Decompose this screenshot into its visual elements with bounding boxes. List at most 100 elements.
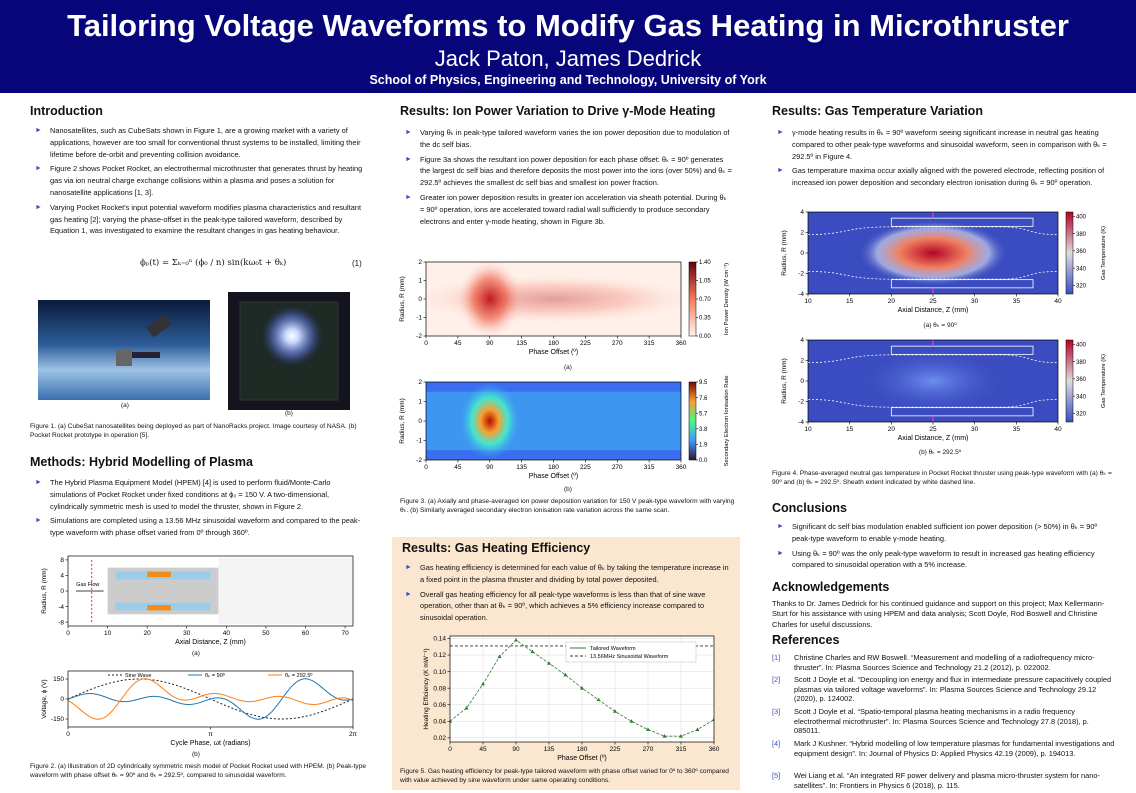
acknowledgements-text: Thanks to Dr. James Dedrick for his cont… (772, 599, 1105, 629)
electrode (890, 345, 1034, 355)
data-point (481, 681, 485, 686)
colorbar-tick-label: 340 (1076, 266, 1087, 272)
section-heading: References (772, 633, 840, 647)
reference-text: Scott J Doyle et al. “Spatio-temporal pl… (794, 707, 1089, 736)
x-tick-label: 180 (577, 746, 588, 753)
reference-text: Scott J Doyle et al. “Decoupling ion ene… (794, 675, 1112, 704)
colorbar (1065, 339, 1074, 423)
x-tick-label: 315 (644, 340, 655, 347)
x-tick-label: 2π (349, 731, 358, 738)
x-tick-label: 50 (262, 630, 270, 637)
x-tick-label: 45 (454, 464, 462, 471)
colorbar-tick-label: 380 (1076, 360, 1087, 366)
y-tick-label: 8 (60, 557, 64, 564)
y-tick-label: 2 (418, 259, 422, 266)
y-tick-label: 4 (800, 337, 804, 344)
reference-number: [2] (772, 675, 781, 684)
bullet-list: Nanosatellites, such as CubeSats shown i… (28, 125, 368, 240)
bullet: Overall gas heating efficiency for all p… (398, 589, 733, 624)
y-tick-label: -4 (798, 291, 804, 298)
y-axis-label: Radius, R (mm) (41, 568, 48, 614)
x-tick-label: 90 (486, 340, 494, 347)
solar-panel (132, 352, 160, 358)
plot-area (68, 556, 353, 626)
x-tick-label: 20 (888, 298, 896, 305)
y-tick-label: 0.12 (433, 652, 446, 659)
y-tick-label: -2 (798, 399, 804, 406)
electrode (890, 407, 1034, 417)
figure-caption: Figure 1. (a) CubeSat nanosatellites bei… (30, 423, 357, 439)
legend-entry: θₖ = 292.5º (285, 672, 312, 679)
x-tick-label: 270 (643, 746, 654, 753)
legend-entry: θₖ = 90º (205, 672, 225, 679)
colorbar-tick-label: 360 (1076, 249, 1087, 255)
x-tick-label: 360 (676, 464, 687, 471)
y-tick-label: 0 (60, 696, 64, 703)
data-point (596, 697, 601, 702)
y-tick-label: 0 (60, 588, 64, 595)
reference-number: [4] (772, 739, 781, 748)
x-tick-label: 25 (929, 426, 937, 433)
y-tick-label: 4 (800, 209, 804, 216)
data-point (646, 727, 650, 731)
figure-5: Tailored Waveform 13.56MHz Sinusoidal Wav… (423, 635, 720, 762)
bullet: Nanosatellites, such as CubeSats shown i… (28, 125, 368, 160)
sheath-line (808, 354, 1058, 363)
data-point (695, 727, 700, 731)
affiliation: School of Physics, Engineering and Techn… (369, 73, 767, 87)
bullet: The Hybrid Plasma Equipment Model (HPEM)… (28, 477, 368, 512)
figure-label: (a) (192, 650, 200, 657)
x-tick-label: 10 (104, 630, 112, 637)
x-axis-label: Axial Distance, Z (mm) (175, 639, 246, 646)
y-tick-label: 4 (60, 573, 64, 580)
section-heading: Introduction (30, 104, 103, 118)
y-tick-label: -1 (416, 315, 422, 322)
heatmap-band (426, 273, 681, 325)
figure-label: (a) (121, 402, 129, 409)
colorbar-tick-label: 9.5 (699, 380, 708, 386)
gas-flow-label: Gas Flow (76, 582, 99, 588)
equation: ϕₚ(t) = Σₖ₌₀ⁿ (ϕ₀ / n) sin(kω₀t + θₖ) (140, 258, 287, 268)
figure-3b: 0 45 90 135 180 225 270 315 360 -2 -1 0 1 2 Phase Offs… (399, 376, 730, 480)
section-heading: Results: Gas Heating Efficiency (402, 541, 591, 555)
reference-number: [5] (772, 771, 781, 780)
figure-4a: 10 15 20 25 30 35 40 -4 -2 0 2 4 Axial Distance, Z (… (781, 209, 1107, 314)
figure-caption: Figure 4. Phase-averaged neutral gas tem… (772, 470, 1112, 486)
x-tick-label: 225 (580, 464, 591, 471)
x-tick-label: 20 (144, 630, 152, 637)
section-heading: Acknowledgements (772, 580, 890, 594)
y-axis-label: Radius, R (mm) (399, 398, 406, 444)
bullet: Varying Pocket Rocket's input potential … (28, 202, 368, 237)
y-tick-label: 1 (418, 399, 422, 406)
x-tick-label: 35 (1013, 298, 1021, 305)
electrode (890, 279, 1034, 289)
y-tick-label: -1 (416, 438, 422, 445)
y-tick-label: -150 (51, 716, 64, 723)
plot-area (68, 671, 353, 727)
figure-label: (b) (192, 751, 200, 758)
bullet-list: γ-mode heating results in θₖ = 90º wavef… (770, 127, 1115, 192)
colorbar-tick-label: 1.40 (699, 260, 711, 266)
y-tick-label: 1 (418, 278, 422, 285)
plasma-glow (258, 302, 326, 370)
equation-number: (1) (352, 259, 362, 268)
x-tick-label: 270 (612, 464, 623, 471)
x-axis-label: Phase Offset (º) (529, 473, 579, 480)
colorbar-tick-label: 0.35 (699, 316, 711, 322)
colorbar-tick-label: 400 (1076, 215, 1087, 221)
data-point (712, 717, 714, 722)
section-heading: Methods: Hybrid Modelling of Plasma (30, 455, 253, 469)
figure-label: (a) (564, 364, 572, 371)
plot-area (808, 212, 1058, 294)
x-axis-label: Axial Distance, Z (mm) (898, 307, 969, 314)
x-tick-label: 15 (846, 298, 854, 305)
bullet-list: The Hybrid Plasma Equipment Model (HPEM)… (28, 477, 368, 542)
sheath-line (808, 271, 1058, 280)
x-tick-label: 70 (341, 630, 349, 637)
colorbar-tick-label: 380 (1076, 232, 1087, 238)
y-tick-label: -2 (798, 271, 804, 278)
data-point (563, 672, 568, 677)
x-axis-label: Phase Offset (º) (557, 755, 607, 762)
x-tick-label: 45 (454, 340, 462, 347)
x-tick-label: 0 (448, 746, 452, 753)
